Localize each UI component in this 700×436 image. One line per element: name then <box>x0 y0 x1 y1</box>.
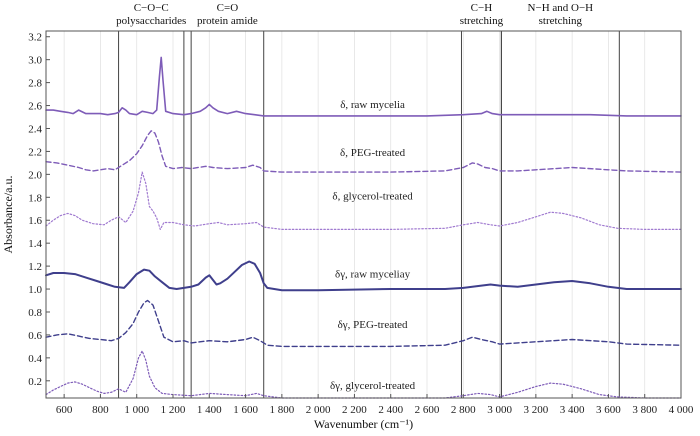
y-tick-label: 1.4 <box>28 238 42 250</box>
y-tick-label: 3.0 <box>28 55 42 67</box>
region-label: polysaccharides <box>116 15 186 27</box>
x-tick-label: 1 400 <box>197 404 222 416</box>
x-tick-label: 2 400 <box>378 404 403 416</box>
x-tick-label: 3 000 <box>487 404 512 416</box>
region-label: C−H <box>471 2 493 14</box>
region-label: protein amide <box>197 15 258 27</box>
x-tick-label: 2 200 <box>342 404 367 416</box>
series-raw-mycelia <box>45 56 682 117</box>
x-tick-label: 800 <box>92 404 109 416</box>
axes <box>45 30 682 399</box>
series-glycerol-treated <box>45 171 682 230</box>
series-peg-treated <box>45 299 682 348</box>
x-tick-label: 1 600 <box>233 404 258 416</box>
region-box-2 <box>190 30 265 399</box>
x-tick-label: 1 200 <box>161 404 186 416</box>
series-label: δ, glycerol-treated <box>332 191 413 203</box>
y-tick-label: 2.8 <box>28 78 42 90</box>
y-axis-ticks: 0.2 0.4 0.6 0.8 1.0 1.2 1.4 1.6 1.8 2.0 2.2 2.4 2.6 2… <box>28 32 50 388</box>
series-label: δ, raw mycelia <box>340 99 405 111</box>
region-label: stretching <box>539 15 583 27</box>
y-tick-label: 0.8 <box>28 307 42 319</box>
y-tick-label: 2.2 <box>28 146 42 158</box>
series-glycerol-treated <box>45 350 682 399</box>
y-tick-label: 1.8 <box>28 192 42 204</box>
spectra <box>45 56 682 399</box>
plot-frame <box>45 30 682 399</box>
series-raw-myceliay <box>45 260 682 292</box>
series-label: δ, PEG-treated <box>340 147 406 159</box>
x-tick-label: 2 800 <box>451 404 476 416</box>
x-tick-label: 3 200 <box>523 404 548 416</box>
y-axis-title: Absorbance/a.u. <box>1 176 15 254</box>
y-tick-label: 1.2 <box>28 261 42 273</box>
y-tick-label: 0.4 <box>28 353 42 365</box>
x-tick-label: 3 400 <box>560 404 585 416</box>
x-tick-label: 2 000 <box>306 404 331 416</box>
series-peg-treated <box>45 130 682 173</box>
region-label: N−H and O−H <box>528 2 594 14</box>
y-tick-label: 1.0 <box>28 284 42 296</box>
y-tick-label: 2.4 <box>28 123 42 135</box>
x-tick-label: 3 800 <box>632 404 657 416</box>
y-tick-label: 0.2 <box>28 376 42 388</box>
series-label: δγ, PEG-treated <box>338 319 408 331</box>
x-axis-title: Wavenumber (cm⁻¹) <box>314 417 413 431</box>
x-tick-label: 1 800 <box>269 404 294 416</box>
y-tick-label: 2.6 <box>28 101 42 113</box>
x-tick-label: 3 600 <box>596 404 621 416</box>
series-label: δγ, glycerol-treated <box>330 380 416 392</box>
y-tick-label: 2.0 <box>28 169 42 181</box>
region-label: stretching <box>460 15 504 27</box>
y-tick-label: 3.2 <box>28 32 42 44</box>
x-tick-label: 1 000 <box>124 404 149 416</box>
y-tick-label: 0.6 <box>28 330 42 342</box>
y-tick-label: 1.6 <box>28 215 42 227</box>
region-box-1 <box>118 30 185 399</box>
x-tick-label: 2 600 <box>415 404 440 416</box>
series-labels: δ, raw mycelia δ, PEG-treated δ, glycerol-… <box>330 99 416 392</box>
series-label: δγ, raw myceliay <box>335 269 411 281</box>
region-label: C−O−C <box>134 2 169 14</box>
x-tick-label: 600 <box>56 404 73 416</box>
region-label: C=O <box>217 2 239 14</box>
x-tick-label: 4 000 <box>669 404 694 416</box>
gridlines <box>63 31 682 398</box>
x-axis-ticks: 600 800 1 000 1 200 1 400 1 600 1 800 2 000 2 20… <box>56 394 694 416</box>
